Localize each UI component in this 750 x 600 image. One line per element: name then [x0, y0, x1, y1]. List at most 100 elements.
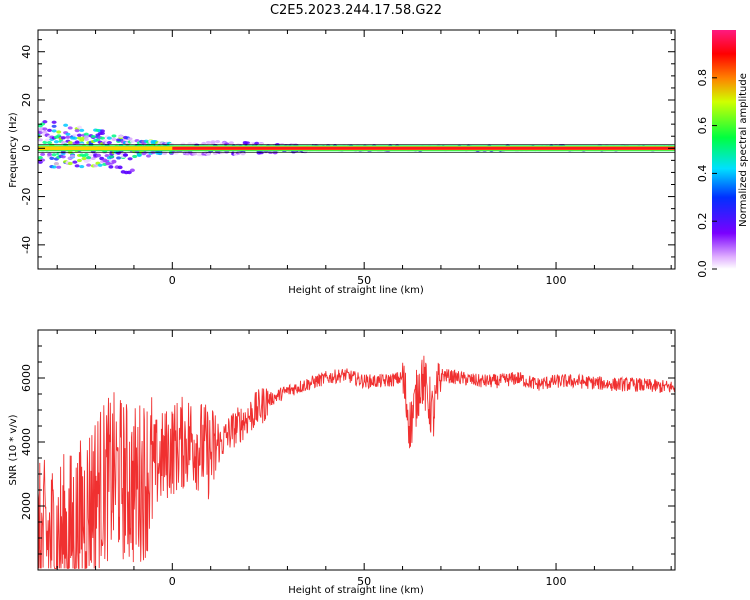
- spectrogram-ytick-label: 20: [20, 93, 33, 107]
- spectrogram-cell: [90, 134, 96, 139]
- colorbar-tick-label: 0.2: [696, 212, 709, 230]
- spectrogram-cell: [117, 165, 123, 170]
- snr-frame: [37, 329, 676, 571]
- chart-title: C2E5.2023.244.17.58.G22: [270, 3, 442, 18]
- spectrogram-cell: [116, 156, 122, 160]
- spectrogram-cell: [47, 152, 53, 156]
- spectrogram-cell: [60, 136, 66, 140]
- spectrogram-cell: [132, 154, 138, 159]
- spectrogram-cell: [111, 159, 117, 164]
- spectrogram-cell: [60, 140, 66, 145]
- spectrogram-band-core: [172, 146, 675, 150]
- spectrogram-cell: [127, 137, 133, 141]
- spectrogram-cell: [72, 133, 78, 137]
- spectrogram-cell: [56, 130, 62, 134]
- colorbar-tick-label: 0.0: [696, 260, 709, 278]
- spectrogram-cell: [53, 162, 59, 166]
- spectrogram-cell: [83, 135, 89, 139]
- spectrogram-frame: [37, 29, 676, 270]
- spectrogram-ytick-label: -40: [20, 236, 33, 254]
- spectrogram-cell: [111, 134, 117, 138]
- spectrogram-cell: [118, 134, 124, 138]
- spectrogram-cell: [72, 160, 78, 164]
- spectrogram-cell: [111, 137, 117, 141]
- spectrogram-cell: [99, 136, 105, 140]
- snr-ytick-label: 4000: [20, 428, 33, 456]
- spectrogram-cell: [99, 131, 105, 135]
- spectrogram-cell: [74, 129, 80, 133]
- spectrogram-axes: 0 50 100 -40 -20 0 20 40: [20, 30, 675, 287]
- colorbar-gradient: [712, 30, 736, 269]
- spectrogram-cell: [97, 163, 103, 167]
- spectrogram-cell: [42, 120, 48, 124]
- spectrogram-cell: [67, 141, 73, 145]
- spectrogram-cell: [53, 140, 59, 144]
- spectrogram-ytick-label: 0: [20, 145, 33, 152]
- spectrogram-cell: [42, 127, 48, 131]
- spectrogram-cell: [210, 140, 216, 144]
- spectrogram-cell: [38, 130, 43, 135]
- spectrogram-cell: [51, 124, 57, 128]
- spectrogram-cell: [83, 132, 89, 136]
- spectrogram-cell: [67, 161, 73, 166]
- spectrogram-cell: [258, 142, 264, 146]
- spectrogram-cell: [47, 141, 53, 145]
- spectrogram-cell: [96, 153, 102, 158]
- snr-ytick-label: 6000: [20, 364, 33, 392]
- colorbar-ticks: 0.0 0.2 0.4 0.6 0.8: [696, 69, 717, 278]
- spectrogram-cell: [74, 164, 80, 168]
- spectrogram-cell: [228, 141, 234, 145]
- spectrogram-cell: [86, 163, 92, 167]
- spectrogram-cell: [129, 139, 135, 144]
- spectrogram-cell: [74, 140, 80, 144]
- spectrogram-cell: [51, 129, 57, 133]
- spectrogram-cell: [187, 141, 193, 146]
- colorbar-tick-label: 0.4: [696, 165, 709, 183]
- colorbar: 0.0 0.2 0.4 0.6 0.8 Normalized spectral ampl…: [696, 30, 749, 278]
- spectrogram-cell: [83, 137, 89, 141]
- spectrogram-cell: [51, 165, 57, 169]
- spectrogram-ytick-label: -20: [20, 188, 33, 206]
- snr-ytick-label: 2000: [20, 492, 33, 520]
- spectrogram-cell: [79, 128, 85, 132]
- spectrogram-panel: 0 50 100 -40 -20 0 20 40 Height of straight lin…: [8, 29, 676, 296]
- spectrogram-cell: [40, 158, 46, 162]
- spectrogram-cell: [102, 139, 108, 143]
- spectrogram-cell: [93, 164, 99, 168]
- spectrogram-cell: [51, 120, 57, 124]
- spectrogram-cell: [88, 153, 94, 157]
- spectrogram-cell: [81, 156, 87, 161]
- spectrogram-xlabel: Height of straight line (km): [288, 285, 424, 296]
- spectrogram-cell: [44, 138, 50, 142]
- snr-xtick-label: 0: [169, 575, 176, 588]
- spectrogram-cell: [146, 154, 152, 158]
- spectrogram-cell: [102, 158, 108, 163]
- spectrogram-xtick-label: 100: [546, 274, 567, 287]
- spectrogram-cell: [109, 154, 115, 159]
- spectrogram-cell: [127, 157, 133, 161]
- spectrogram-cell: [56, 165, 62, 169]
- spectrogram-cell: [38, 155, 43, 160]
- colorbar-tick-label: 0.8: [696, 69, 709, 87]
- spectrogram-cell: [205, 140, 211, 145]
- spectrogram-xtick-label: 50: [357, 274, 371, 287]
- spectrogram-cell: [42, 140, 48, 144]
- snr-axes: 0 50 100 2000 4000 6000: [20, 329, 675, 588]
- spectrogram-cell: [258, 151, 264, 155]
- spectrogram-cell: [122, 153, 128, 157]
- spectrogram-cell: [105, 161, 111, 166]
- snr-xtick-label: 50: [357, 575, 371, 588]
- spectrogram-cell: [70, 154, 76, 158]
- spectrogram-cell: [65, 132, 71, 136]
- spectrogram-cell: [40, 152, 46, 156]
- snr-xlabel: Height of straight line (km): [288, 585, 424, 596]
- spectrogram-marks: [38, 120, 675, 175]
- spectrogram-cell: [76, 133, 82, 137]
- spectrogram-cell: [215, 140, 221, 144]
- spectrogram-cell: [67, 126, 73, 130]
- spectrogram-cell: [42, 130, 48, 134]
- spectrogram-cell: [76, 136, 82, 140]
- spectrogram-cell: [76, 158, 82, 163]
- spectrogram-cell: [38, 138, 43, 142]
